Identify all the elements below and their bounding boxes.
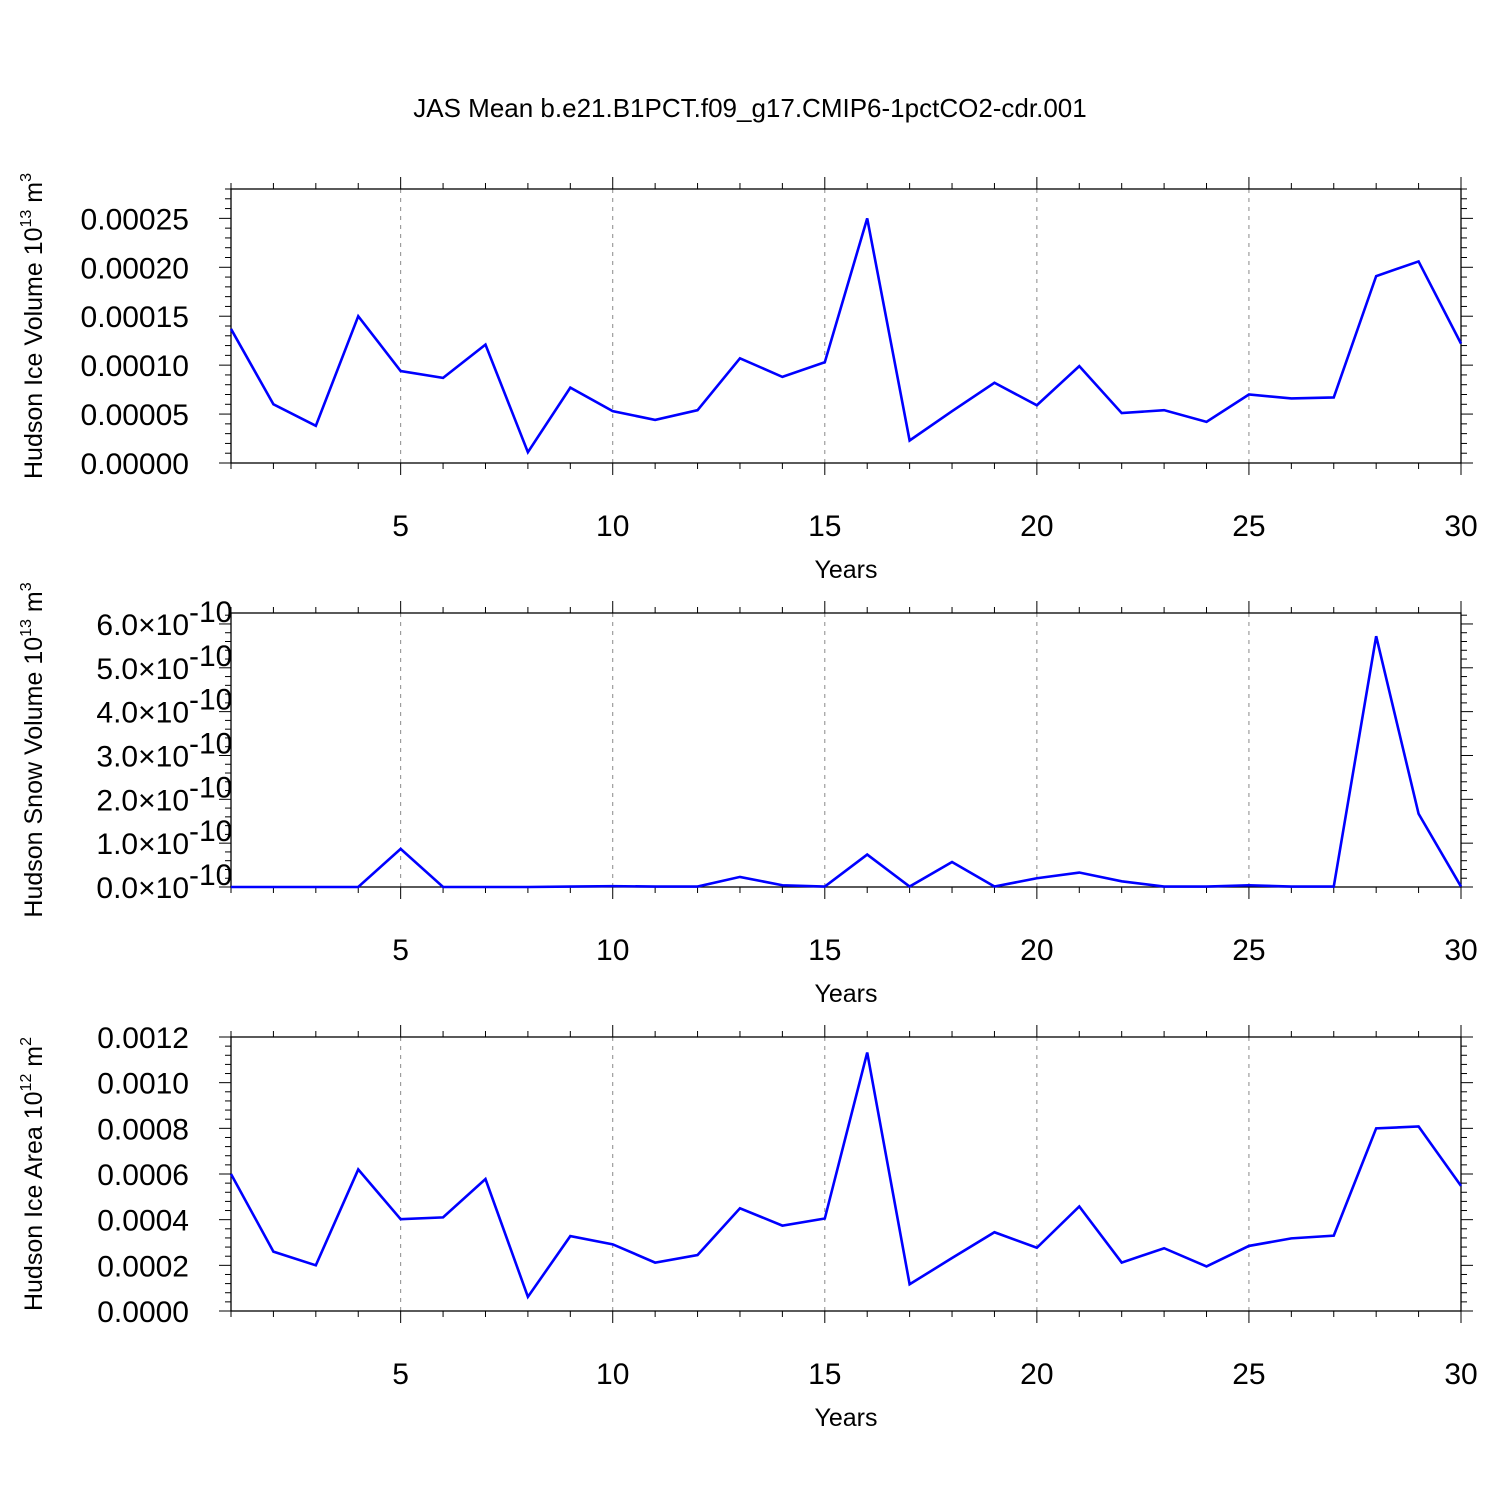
y-tick-label: 0.00010 [81, 350, 189, 383]
y-tick-exponent: -10 [189, 684, 232, 717]
x-axis-label: Years [814, 980, 877, 1008]
y-tick-label: 4.0×10 [96, 697, 189, 730]
y-tick-exponent: -10 [189, 859, 232, 892]
y-tick-label: 0.00020 [81, 252, 189, 285]
x-tick-label: 30 [1444, 1358, 1477, 1391]
series-line [229, 1052, 1463, 1300]
y-axis-label: Hudson Ice Volume 1013 m3 [18, 173, 48, 479]
x-tick-label: 10 [596, 934, 629, 967]
series-line [229, 217, 1463, 456]
y-tick-label: 0.00025 [81, 203, 189, 236]
x-axis-label: Years [814, 1404, 877, 1432]
x-tick-label: 5 [392, 510, 409, 543]
y-tick-exponent: -10 [189, 727, 232, 760]
y-tick-label: 0.0002 [97, 1250, 189, 1283]
y-tick-label: 0.00015 [81, 301, 189, 334]
y-tick-label: 0.0006 [97, 1159, 189, 1192]
x-axis-label: Years [814, 556, 877, 584]
y-tick-label: 1.0×10 [96, 828, 189, 861]
chart-panel-3: 5 10 15 20 25 30 0.0000 0.0002 0.0004 0.0006 0.000… [18, 1022, 1478, 1432]
plot-frame [230, 612, 1462, 888]
plot-frame [230, 188, 1462, 464]
panels-container: 5 10 15 20 25 300.000000.000050.000100.000150… [18, 173, 1478, 1432]
y-tick-label: 0.0000 [97, 1296, 189, 1329]
x-tick-label: 20 [1020, 1358, 1053, 1391]
y-tick-label: 6.0×10 [96, 609, 189, 642]
y-axis-label: Hudson Ice Area 1012 m2 [18, 1037, 48, 1311]
y-tick-exponent: -10 [189, 640, 232, 673]
y-tick-label: 0.0004 [97, 1205, 189, 1238]
x-tick-label: 20 [1020, 934, 1053, 967]
y-tick-label: 2.0×10 [96, 784, 189, 817]
y-tick-exponent: -10 [189, 815, 232, 848]
plot-frame [230, 1036, 1462, 1312]
y-tick-label: 3.0×10 [96, 740, 189, 773]
x-tick-label: 25 [1232, 1358, 1265, 1391]
x-tick-label: 30 [1444, 934, 1477, 967]
y-tick-label: 0.0010 [97, 1068, 189, 1101]
x-tick-label: 30 [1444, 510, 1477, 543]
x-tick-label: 15 [808, 510, 841, 543]
x-tick-label: 25 [1232, 934, 1265, 967]
series-line [231, 635, 1463, 889]
y-tick-exponent: -10 [189, 596, 232, 629]
x-tick-label: 10 [596, 1358, 629, 1391]
y-tick-label: 0.0×10 [96, 872, 189, 905]
y-tick-label: 5.0×10 [96, 653, 189, 686]
y-tick-label: 0.00005 [81, 399, 189, 432]
y-tick-label: 0.00000 [81, 448, 189, 481]
x-tick-label: 20 [1020, 510, 1053, 543]
x-tick-label: 15 [808, 1358, 841, 1391]
x-tick-label: 10 [596, 510, 629, 543]
chart-panel-2: 5 10 15 20 25 300.0×10 -101.0×10 -102.0×10 -103.… [18, 582, 1478, 1008]
chart-title: JAS Mean b.e21.B1PCT.f09_g17.CMIP6-1pctC… [413, 93, 1086, 123]
chart-panel-1: 5 10 15 20 25 30 0.00000 0.00005 0.00010 0.00015 0… [18, 173, 1478, 584]
y-tick-label: 0.0012 [97, 1022, 189, 1055]
x-tick-label: 5 [392, 1358, 409, 1391]
y-tick-exponent: -10 [189, 771, 232, 804]
x-tick-label: 15 [808, 934, 841, 967]
x-tick-label: 25 [1232, 510, 1265, 543]
x-tick-label: 5 [392, 934, 409, 967]
y-tick-label: 0.0008 [97, 1113, 189, 1146]
y-axis-label: Hudson Snow Volume 1013 m3 [18, 582, 48, 917]
